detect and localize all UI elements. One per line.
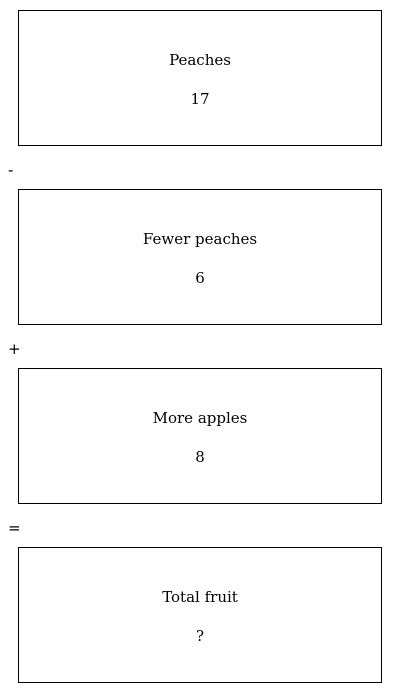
minus-operator: - (8, 161, 14, 179)
box-peaches: Peaches 17 (18, 10, 382, 146)
box-fewer-peaches: Fewer peaches 6 (18, 189, 382, 325)
box-value: 17 (190, 90, 210, 108)
plus-operator: + (8, 340, 21, 358)
box-label: More apples (152, 409, 248, 427)
box-value: 6 (195, 269, 205, 287)
equals-operator: = (8, 519, 21, 537)
box-value: ? (195, 627, 205, 645)
box-label: Peaches (169, 51, 231, 69)
box-total-fruit: Total fruit ? (18, 547, 382, 683)
box-more-apples: More apples 8 (18, 368, 382, 504)
box-label: Fewer peaches (142, 230, 258, 248)
box-label: Total fruit (162, 588, 238, 606)
box-value: 8 (195, 448, 205, 466)
